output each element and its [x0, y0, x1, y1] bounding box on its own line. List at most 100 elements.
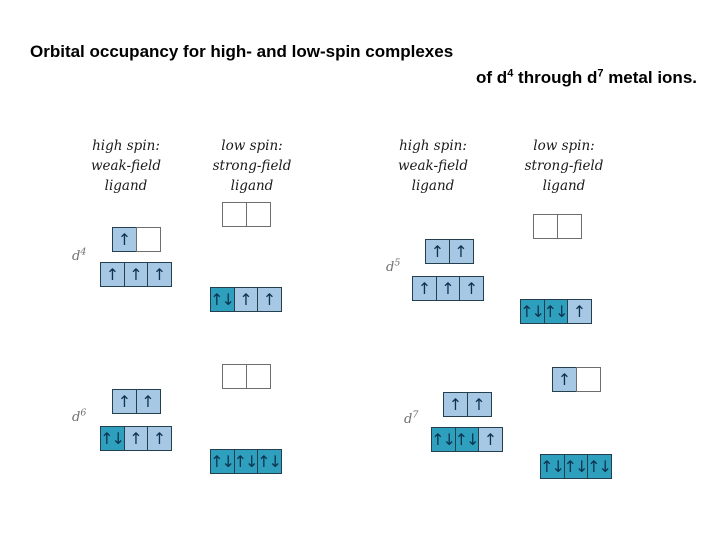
electron-up-arrow: ↑	[105, 264, 119, 284]
orbital-box-up: ↑	[100, 262, 125, 287]
title-text: through d	[513, 68, 598, 87]
column-header-high-spin-left: high spin: weak-field ligand	[91, 136, 161, 196]
electron-paired-arrows: ↑↓	[257, 451, 282, 471]
electron-up-arrow: ↑	[152, 264, 166, 284]
electron-up-arrow: ↑	[152, 428, 166, 448]
orbital-box-empty	[222, 364, 247, 389]
electron-paired-arrows: ↑↓	[454, 429, 480, 449]
electron-up-arrow: ↑	[417, 278, 431, 298]
orbital-box-up: ↑	[112, 227, 137, 252]
orbital-box-updown: ↑↓	[587, 454, 612, 479]
orbital-box-up: ↑	[412, 276, 437, 301]
column-header-low-spin-right: low spin: strong-field ligand	[525, 136, 604, 196]
orbital-box-updown: ↑↓	[431, 427, 456, 452]
d6-low-spin-t2g-orbitals: ↑↓ ↑↓ ↑↓	[210, 449, 282, 474]
orbital-box-updown: ↑↓	[563, 454, 589, 479]
orbital-box-up: ↑	[552, 367, 577, 392]
dn-label-base: d	[404, 412, 413, 427]
dn-label-superscript: 5	[394, 257, 401, 269]
electron-up-arrow: ↑	[483, 429, 497, 449]
d6-high-spin-t2g-orbitals: ↑↓ ↑ ↑	[100, 426, 172, 451]
electron-up-arrow: ↑	[117, 229, 131, 249]
header-line: high spin:	[92, 138, 160, 154]
orbital-box-up: ↑	[123, 262, 149, 287]
header-line: ligand	[104, 178, 148, 194]
orbital-box-up: ↑	[112, 389, 137, 414]
orbital-box-updown: ↑↓	[540, 454, 565, 479]
d5-high-spin-eg-orbitals: ↑ ↑	[425, 239, 474, 264]
orbital-box-up: ↑	[478, 427, 503, 452]
electron-up-arrow: ↑	[572, 301, 586, 321]
orbital-box-empty	[222, 202, 247, 227]
electron-up-arrow: ↑	[472, 394, 485, 414]
orbital-box-updown: ↑↓	[210, 449, 235, 474]
electron-paired-arrows: ↑↓	[233, 451, 259, 471]
electron-up-arrow: ↑	[430, 241, 444, 261]
electron-up-arrow: ↑	[239, 289, 252, 309]
dn-label-base: d	[72, 249, 81, 264]
orbital-box-empty	[135, 227, 161, 252]
dn-label-superscript: 4	[80, 246, 87, 258]
header-line: strong-field	[212, 158, 292, 174]
d7-low-spin-t2g-orbitals: ↑↓ ↑↓ ↑↓	[540, 454, 612, 479]
electron-up-arrow: ↑	[117, 391, 131, 411]
orbital-box-up: ↑	[567, 299, 592, 324]
orbital-box-up: ↑	[459, 276, 484, 301]
title-text: metal ions.	[603, 68, 697, 87]
orbital-box-updown: ↑↓	[210, 287, 235, 312]
dn-config-label-d4: d4	[72, 246, 87, 264]
electron-paired-arrows: ↑↓	[210, 289, 235, 309]
header-line: ligand	[542, 178, 586, 194]
orbital-box-updown: ↑↓	[543, 299, 569, 324]
slide-title-line-2: of d4 through d7 metal ions.	[0, 68, 697, 88]
d6-high-spin-eg-orbitals: ↑ ↑	[112, 389, 161, 414]
header-line: strong-field	[524, 158, 604, 174]
electron-up-arrow: ↑	[262, 289, 276, 309]
electron-up-arrow: ↑	[141, 391, 154, 411]
d7-low-spin-eg-orbitals: ↑	[552, 367, 601, 392]
electron-paired-arrows: ↑↓	[540, 456, 565, 476]
title-text: of d	[476, 68, 508, 87]
dn-label-superscript: 6	[80, 407, 87, 419]
orbital-box-up: ↑	[135, 389, 161, 414]
d7-high-spin-eg-orbitals: ↑ ↑	[443, 392, 492, 417]
electron-paired-arrows: ↑↓	[587, 456, 612, 476]
dn-label-base: d	[386, 260, 395, 275]
header-line: low spin:	[221, 138, 283, 154]
electron-up-arrow: ↑	[129, 264, 142, 284]
electron-up-arrow: ↑	[441, 278, 454, 298]
dn-config-label-d6: d6	[72, 407, 87, 425]
orbital-box-up: ↑	[257, 287, 282, 312]
electron-paired-arrows: ↑↓	[100, 428, 125, 448]
title-d7-superscript: 7	[597, 67, 604, 80]
d5-low-spin-eg-orbitals	[533, 214, 582, 239]
orbital-box-up: ↑	[123, 426, 149, 451]
orbital-box-up: ↑	[147, 262, 172, 287]
electron-up-arrow: ↑	[448, 394, 462, 414]
electron-up-arrow: ↑	[129, 428, 142, 448]
d4-low-spin-eg-orbitals	[222, 202, 271, 227]
electron-up-arrow: ↑	[454, 241, 467, 261]
orbital-box-empty	[533, 214, 558, 239]
dn-config-label-d7: d7	[404, 410, 418, 427]
orbital-box-updown: ↑↓	[257, 449, 282, 474]
orbital-box-updown: ↑↓	[100, 426, 125, 451]
electron-paired-arrows: ↑↓	[431, 429, 456, 449]
orbital-box-up: ↑	[466, 392, 492, 417]
dn-label-base: d	[72, 410, 81, 425]
d4-low-spin-t2g-orbitals: ↑↓ ↑ ↑	[210, 287, 282, 312]
d5-high-spin-t2g-orbitals: ↑ ↑ ↑	[412, 276, 484, 301]
orbital-box-empty	[556, 214, 582, 239]
header-line: weak-field	[397, 158, 469, 174]
orbital-box-empty	[575, 367, 601, 392]
d4-high-spin-eg-orbitals: ↑	[112, 227, 161, 252]
orbital-box-up: ↑	[448, 239, 474, 264]
orbital-box-up: ↑	[435, 276, 461, 301]
electron-up-arrow: ↑	[464, 278, 478, 298]
orbital-box-up: ↑	[233, 287, 259, 312]
electron-paired-arrows: ↑↓	[543, 301, 569, 321]
orbital-box-updown: ↑↓	[233, 449, 259, 474]
orbital-box-empty	[245, 364, 271, 389]
header-line: weak-field	[90, 158, 162, 174]
